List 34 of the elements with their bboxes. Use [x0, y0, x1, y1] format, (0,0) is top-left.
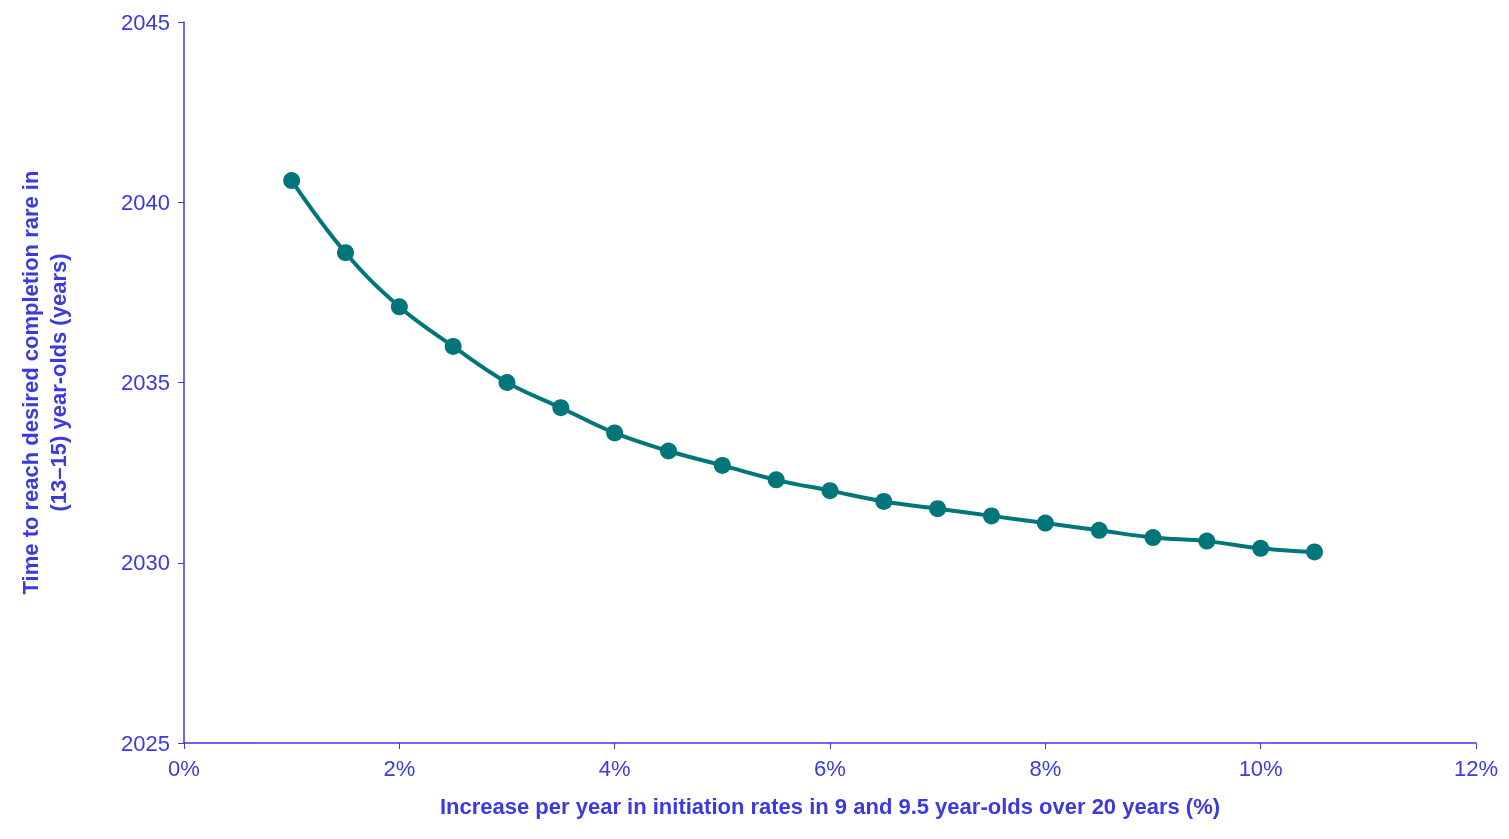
- point: [983, 507, 1000, 525]
- point: [1252, 539, 1270, 557]
- point: [444, 337, 462, 355]
- x-tick-label: 6%: [814, 755, 846, 781]
- x-tick-label: 4%: [598, 755, 631, 781]
- point: [337, 244, 354, 262]
- point: [390, 298, 408, 316]
- point: [552, 399, 570, 417]
- point: [606, 424, 624, 442]
- y-tick-label: 2045: [121, 9, 170, 35]
- point: [498, 374, 516, 391]
- point: [283, 172, 301, 190]
- x-tick-label: 8%: [1029, 755, 1062, 781]
- x-axis-title: Increase per year in initiation rates in 9 and 9.5 year-olds over 20 years (%): [439, 793, 1221, 819]
- point: [821, 482, 839, 500]
- point: [1198, 532, 1216, 550]
- y-tick-label: 2025: [121, 730, 170, 756]
- x-tick-label: 12%: [1453, 755, 1499, 781]
- y-tick-label: 2035: [121, 370, 170, 395]
- y-tick-label: 2040: [121, 189, 170, 215]
- point: [713, 456, 731, 474]
- point: [1144, 529, 1162, 547]
- y-axis-title: Time to reach desired completion rare in (13–15) year-olds (years): [17, 170, 71, 595]
- point: [1090, 521, 1108, 539]
- point: [929, 500, 947, 518]
- point: [767, 471, 785, 489]
- point: [1306, 543, 1323, 561]
- point: [875, 492, 893, 510]
- x-tick-label: 0%: [168, 755, 200, 781]
- x-tick-label: 10%: [1238, 755, 1283, 781]
- y-tick-label: 2030: [121, 550, 170, 576]
- point: [1036, 514, 1054, 532]
- x-tick-label: 2%: [383, 755, 416, 781]
- point: [660, 442, 677, 460]
